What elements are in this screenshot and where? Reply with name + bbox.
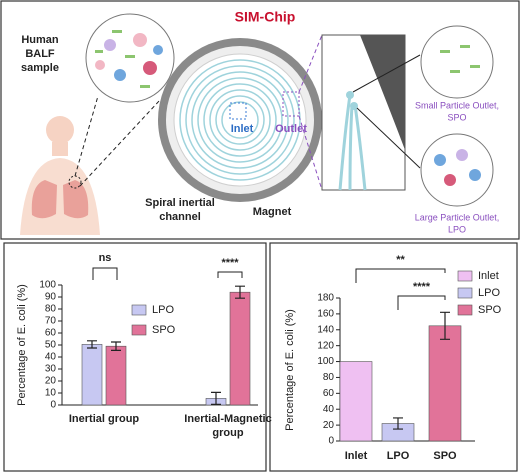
legend-swatch (457, 270, 473, 282)
y-tick-label: 140 (317, 324, 334, 335)
outlet-zoom (321, 34, 421, 191)
bar (229, 291, 251, 406)
error-bar (111, 341, 121, 351)
y-tick-label: 10 (45, 388, 57, 399)
y-tick-label: 80 (45, 304, 57, 315)
bar (339, 361, 373, 442)
sample-label: Human (21, 34, 59, 46)
significance-bracket (355, 268, 446, 283)
y-tick-label: 0 (50, 400, 56, 411)
y-tick-label: 160 (317, 309, 334, 320)
outlet-label: Outlet (275, 123, 307, 135)
significance-bracket (217, 271, 243, 278)
significance-bracket (92, 267, 118, 280)
significance-label: **** (413, 281, 431, 293)
y-tick-label: 0 (328, 436, 334, 447)
y-axis-label: Percentage of E. coli (%) (16, 284, 28, 406)
y-tick-label: 90 (45, 292, 57, 303)
legend-swatch (131, 304, 147, 316)
magnet-label: Magnet (253, 206, 292, 218)
y-tick-label: 40 (45, 352, 57, 363)
x-tick-label: Inlet (344, 450, 368, 462)
y-tick-label: 30 (45, 364, 57, 375)
significance-label: **** (221, 257, 239, 269)
y-tick-label: 20 (45, 376, 57, 387)
panel-left (3, 242, 267, 472)
y-tick-label: 60 (323, 388, 335, 399)
y-tick-label: 40 (323, 404, 335, 415)
sample-label: sample (21, 62, 59, 74)
spo-circle (420, 25, 494, 99)
legend-label: SPO (152, 324, 176, 336)
spo-label: SPO (447, 112, 466, 122)
significance-bracket (397, 295, 446, 310)
x-tick-label: Inertial group (68, 413, 140, 425)
y-tick-label: 50 (45, 340, 57, 351)
legend-label: LPO (152, 304, 174, 316)
legend-label: Inlet (478, 270, 499, 282)
legend-swatch (131, 324, 147, 336)
panel-top (0, 0, 520, 240)
spo-label: Small Particle Outlet, (415, 100, 499, 110)
sample-circle (85, 13, 175, 103)
significance-label: ns (99, 252, 112, 264)
error-bar (211, 391, 221, 405)
lungs (20, 95, 161, 235)
sample-label: BALF (25, 48, 55, 60)
panel-right (269, 242, 518, 472)
y-tick-label: 100 (317, 356, 334, 367)
bar (81, 344, 103, 406)
y-tick-label: 80 (323, 372, 335, 383)
y-tick-label: 60 (45, 328, 57, 339)
legend-label: LPO (478, 287, 500, 299)
y-tick-label: 70 (45, 316, 57, 327)
lpo-label: LPO (448, 224, 466, 234)
channel-label: Spiral inertial (145, 197, 215, 209)
significance-label: ** (396, 254, 405, 266)
legend-swatch (457, 287, 473, 299)
lpo-circle (420, 133, 494, 207)
y-tick-label: 20 (323, 420, 335, 431)
y-tick-label: 180 (317, 293, 334, 304)
bar (105, 345, 127, 406)
lpo-label: Large Particle Outlet, (415, 212, 500, 222)
error-bar (235, 285, 245, 299)
channel-label: channel (159, 211, 201, 223)
legend-swatch (457, 304, 473, 316)
x-tick-label: SPO (433, 450, 457, 462)
y-axis-label: Percentage of E. coli (%) (284, 309, 296, 431)
x-tick-label: Inertial-Magnetic group (184, 413, 272, 439)
error-bar (440, 311, 450, 340)
error-bar (393, 417, 403, 430)
y-tick-label: 120 (317, 340, 334, 351)
legend-label: SPO (478, 304, 502, 316)
x-tick-label: LPO (386, 450, 410, 462)
chip (158, 34, 323, 202)
bar (428, 325, 462, 442)
y-tick-label: 100 (39, 280, 56, 291)
diagram-title: SIM-Chip (235, 9, 296, 25)
error-bar (87, 340, 97, 349)
inlet-label: Inlet (231, 123, 254, 135)
